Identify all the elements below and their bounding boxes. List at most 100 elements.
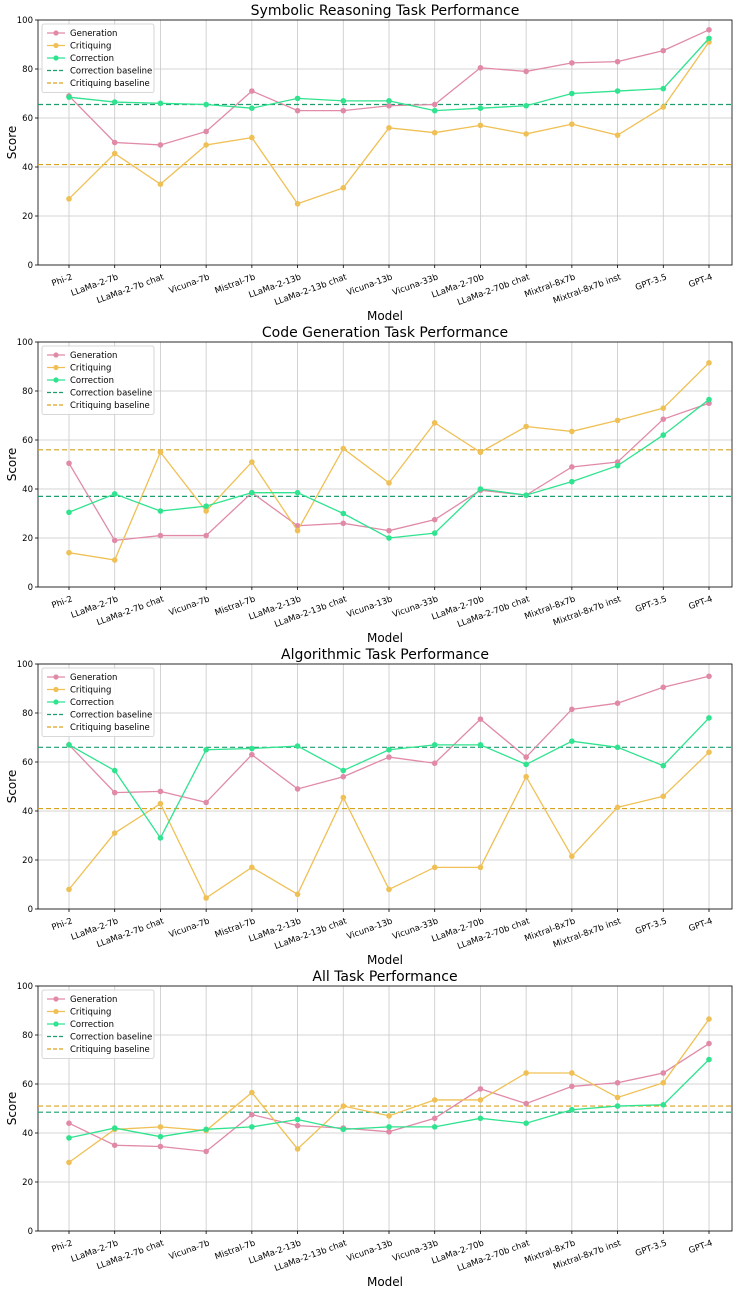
legend-entry: Critiquing baseline bbox=[70, 79, 150, 89]
x-tick-label: Vicuna-13b bbox=[346, 272, 394, 298]
data-point-correction bbox=[477, 105, 484, 111]
data-point-critiquing bbox=[614, 1094, 621, 1101]
data-point-critiquing bbox=[249, 1089, 255, 1096]
data-point-critiquing bbox=[294, 1146, 301, 1152]
data-point-correction bbox=[203, 503, 209, 509]
y-tick-label: 20 bbox=[22, 856, 33, 866]
legend-entry: Correction baseline bbox=[70, 67, 152, 77]
data-point-correction bbox=[523, 1120, 529, 1126]
data-point-generation bbox=[111, 789, 118, 796]
data-point-correction bbox=[340, 510, 347, 517]
legend bbox=[41, 23, 155, 93]
data-point-correction bbox=[523, 761, 529, 768]
x-tick-label: GPT-4 bbox=[687, 916, 714, 934]
data-point-critiquing bbox=[706, 749, 712, 755]
data-point-critiquing bbox=[386, 886, 392, 893]
chart-title: Code Generation Task Performance bbox=[262, 325, 508, 341]
data-point-correction bbox=[523, 102, 529, 109]
legend-marker bbox=[53, 674, 59, 680]
data-point-generation bbox=[203, 532, 209, 539]
data-point-generation bbox=[249, 1111, 255, 1118]
legend-entry: Correction bbox=[70, 698, 114, 708]
data-point-critiquing bbox=[66, 196, 72, 202]
data-point-generation bbox=[249, 751, 255, 758]
y-tick-label: 20 bbox=[22, 212, 33, 222]
plot-frame bbox=[37, 663, 733, 910]
data-point-generation bbox=[477, 1086, 484, 1092]
y-tick-label: 100 bbox=[17, 660, 33, 670]
legend-entry: Generation bbox=[70, 995, 117, 1005]
data-point-critiquing bbox=[706, 360, 712, 366]
data-point-critiquing bbox=[614, 417, 621, 424]
data-point-correction bbox=[706, 715, 712, 721]
data-point-critiquing bbox=[203, 895, 209, 901]
y-tick-label: 40 bbox=[22, 485, 33, 495]
legend-entry: Correction baseline bbox=[70, 389, 152, 399]
data-point-correction bbox=[111, 99, 118, 105]
y-tick-label: 60 bbox=[22, 758, 33, 768]
data-point-correction bbox=[66, 509, 72, 516]
data-point-correction bbox=[294, 743, 301, 749]
legend-marker bbox=[53, 55, 59, 61]
legend-entry: Correction bbox=[70, 1020, 114, 1030]
data-point-correction bbox=[477, 742, 484, 748]
data-point-generation bbox=[340, 773, 347, 780]
data-point-correction bbox=[706, 1056, 712, 1063]
data-point-critiquing bbox=[569, 853, 575, 860]
legend-entry: Critiquing baseline bbox=[70, 401, 150, 411]
legend-entry: Critiquing bbox=[70, 42, 111, 52]
x-tick-label: GPT-3.5 bbox=[634, 1238, 668, 1259]
data-point-critiquing bbox=[660, 405, 667, 411]
data-point-critiquing bbox=[203, 508, 209, 514]
data-point-critiquing bbox=[431, 1097, 438, 1103]
data-point-generation bbox=[706, 673, 712, 680]
y-axis-label: Score bbox=[5, 448, 19, 482]
data-point-correction bbox=[203, 101, 209, 108]
data-point-critiquing bbox=[249, 459, 255, 465]
data-point-correction bbox=[614, 88, 621, 94]
data-point-correction bbox=[569, 1106, 575, 1113]
data-point-generation bbox=[569, 60, 575, 66]
data-point-critiquing bbox=[157, 181, 164, 187]
x-tick-label: Phi-2 bbox=[51, 916, 74, 933]
data-point-critiquing bbox=[569, 428, 575, 435]
data-point-correction bbox=[340, 1126, 347, 1133]
y-tick-label: 0 bbox=[28, 583, 33, 593]
data-point-correction bbox=[294, 1116, 301, 1123]
data-point-critiquing bbox=[614, 132, 621, 138]
data-point-correction bbox=[386, 98, 392, 104]
data-point-critiquing bbox=[431, 129, 438, 136]
data-point-critiquing bbox=[523, 131, 529, 137]
x-tick-label: Phi-2 bbox=[51, 594, 74, 611]
data-point-correction bbox=[249, 489, 255, 496]
data-point-critiquing bbox=[431, 864, 438, 871]
x-axis-label: Model bbox=[367, 631, 403, 645]
data-point-generation bbox=[431, 760, 438, 767]
data-point-generation bbox=[340, 107, 347, 114]
data-point-correction bbox=[157, 835, 164, 841]
legend-marker bbox=[53, 352, 59, 358]
data-point-critiquing bbox=[477, 864, 484, 871]
legend-marker bbox=[53, 699, 59, 705]
data-point-correction bbox=[157, 100, 164, 107]
y-tick-label: 40 bbox=[22, 807, 33, 817]
legend-marker bbox=[53, 1021, 59, 1027]
data-point-correction bbox=[157, 508, 164, 514]
data-point-correction bbox=[386, 746, 392, 753]
chart-panel-1: Symbolic Reasoning Task Performance 0 20 40… bbox=[5, 3, 733, 323]
data-point-critiquing bbox=[523, 1070, 529, 1076]
x-tick-label: Vicuna-13b bbox=[346, 916, 394, 942]
y-axis-label: Score bbox=[5, 1092, 19, 1126]
data-point-correction bbox=[614, 1103, 621, 1109]
legend-entry: Critiquing bbox=[70, 686, 111, 696]
data-point-critiquing bbox=[111, 830, 118, 836]
y-tick-label: 40 bbox=[22, 1129, 33, 1139]
data-point-critiquing bbox=[340, 1103, 347, 1109]
data-point-generation bbox=[386, 102, 392, 109]
x-tick-label: Vicuna-7b bbox=[168, 594, 211, 618]
y-axis-label: Score bbox=[5, 126, 19, 160]
data-point-correction bbox=[660, 762, 667, 769]
data-point-correction bbox=[203, 1126, 209, 1133]
data-point-correction bbox=[660, 85, 667, 92]
data-point-generation bbox=[431, 516, 438, 523]
